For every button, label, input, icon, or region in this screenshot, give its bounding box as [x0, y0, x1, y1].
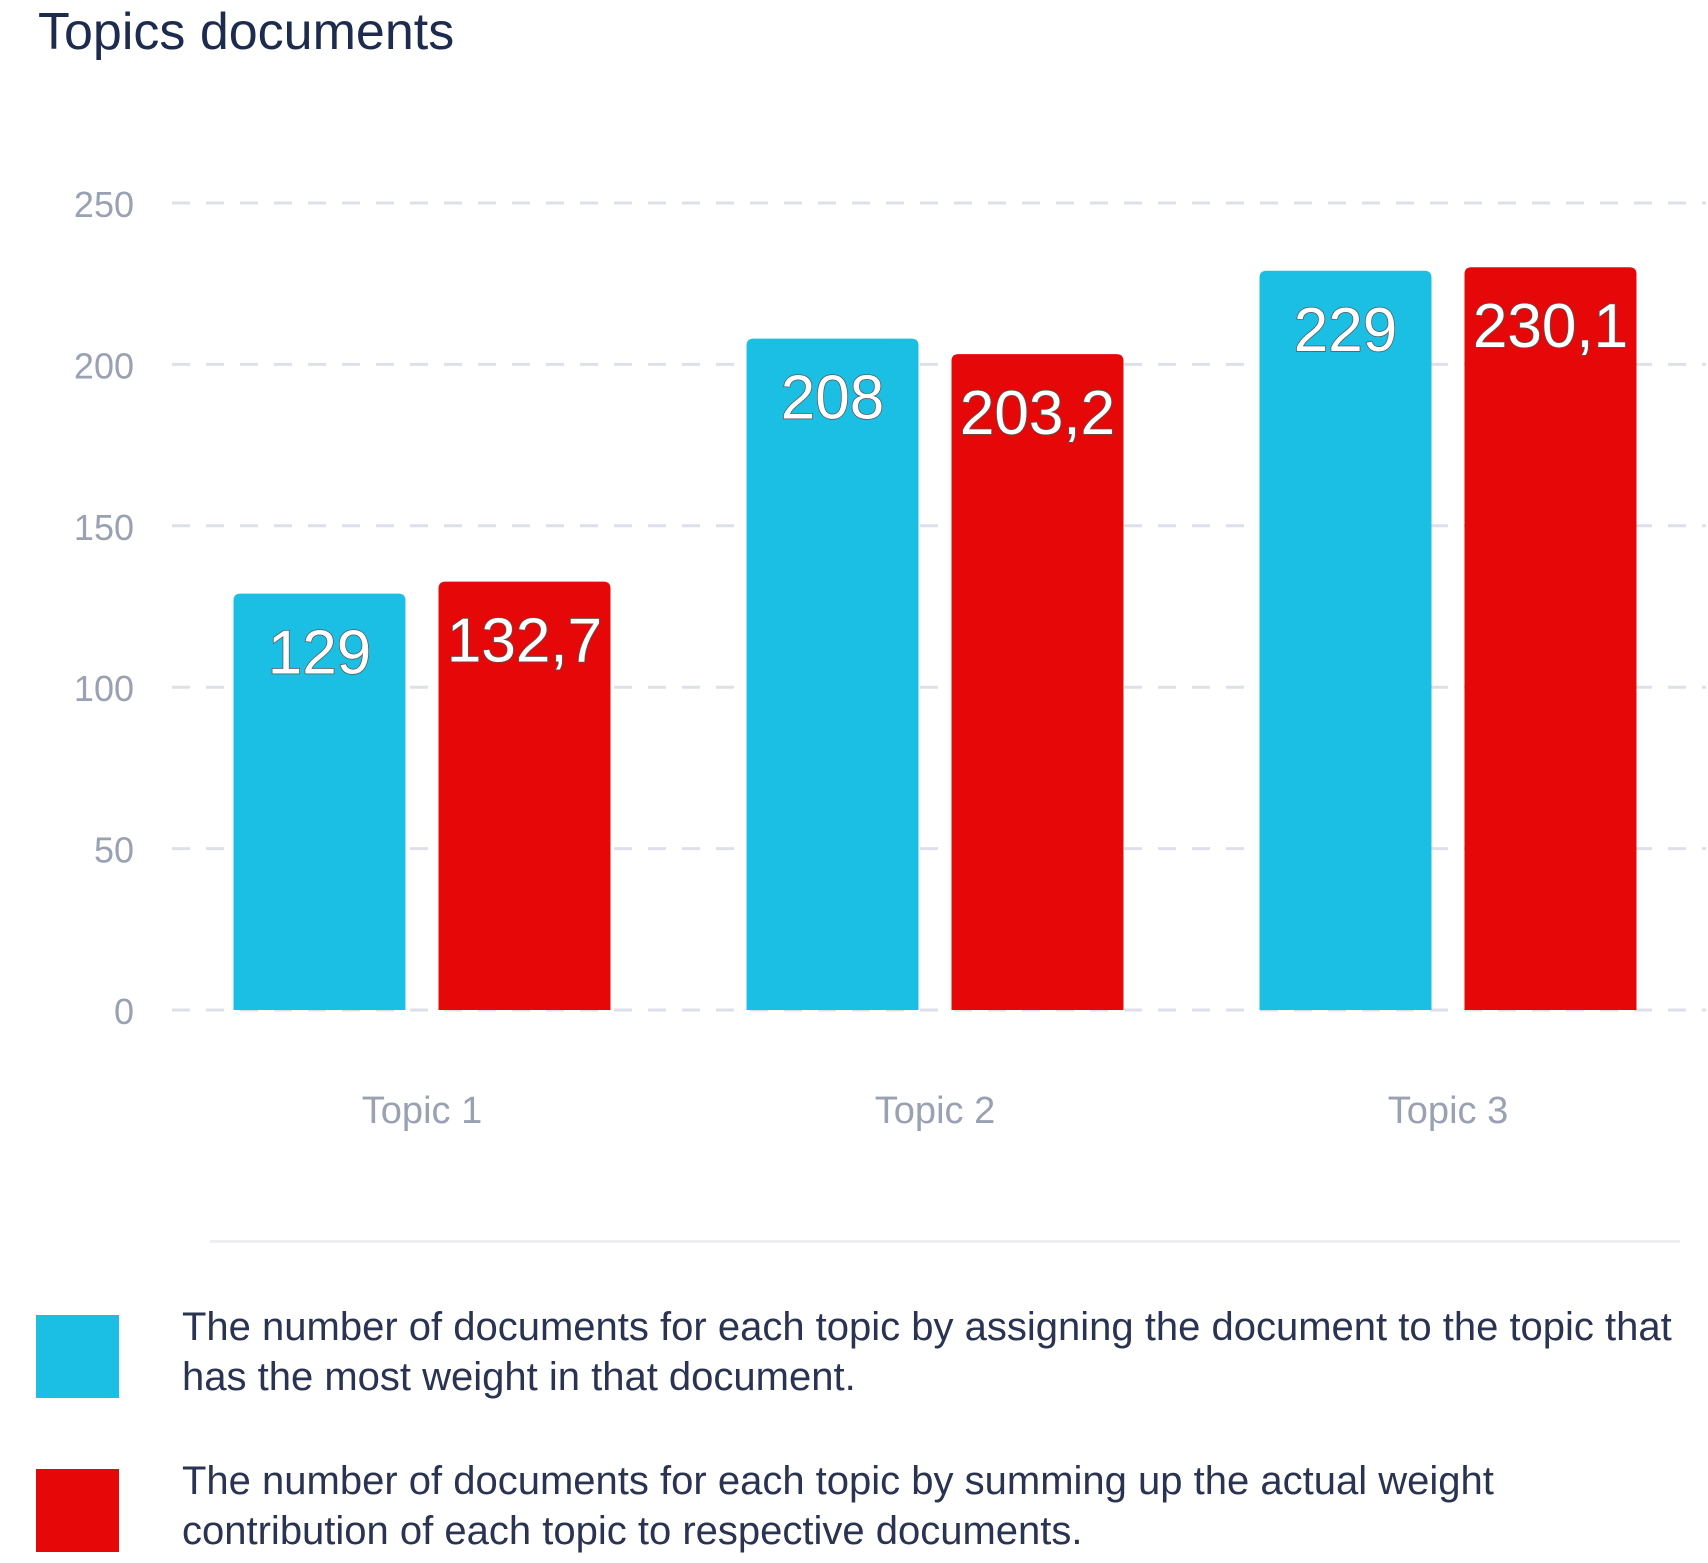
- y-tick-label: 250: [74, 184, 134, 225]
- y-tick-label: 200: [74, 345, 134, 386]
- bar: [1464, 267, 1637, 1011]
- legend-item-assigned: The number of documents for each topic b…: [36, 1305, 1686, 1408]
- legend-swatch-assigned: [36, 1315, 119, 1398]
- y-tick-label: 50: [94, 830, 134, 871]
- bar: [1259, 270, 1432, 1011]
- x-tick-label: Topic 2: [875, 1090, 995, 1132]
- chart-title: Topics documents: [38, 3, 455, 61]
- data-label: 203,2: [960, 379, 1115, 448]
- y-tick-label: 0: [114, 991, 134, 1032]
- data-label: 230,1: [1473, 292, 1628, 361]
- data-label: 132,7: [447, 607, 602, 676]
- y-tick-label: 100: [74, 668, 134, 709]
- legend-label-assigned: The number of documents for each topic b…: [182, 1305, 1672, 1399]
- y-tick-label: 150: [74, 507, 134, 548]
- bar: [438, 581, 611, 1010]
- bar: [233, 593, 406, 1010]
- bar: [746, 338, 919, 1010]
- legend-item-weighted: The number of documents for each topic b…: [36, 1459, 1686, 1562]
- legend-label-weighted: The number of documents for each topic b…: [182, 1459, 1494, 1553]
- data-label: 208: [781, 364, 884, 433]
- x-tick-label: Topic 1: [362, 1090, 482, 1132]
- legend-divider: [210, 1240, 1680, 1243]
- legend-swatch-weighted: [36, 1469, 119, 1552]
- data-label: 229: [1294, 296, 1397, 365]
- bar-chart: 0 50 100 150 200 250 129 132,7 Topic 1 208 203,2 To…: [74, 184, 1706, 1132]
- x-tick-label: Topic 3: [1388, 1090, 1508, 1132]
- bar: [951, 354, 1124, 1010]
- data-label: 129: [268, 619, 371, 688]
